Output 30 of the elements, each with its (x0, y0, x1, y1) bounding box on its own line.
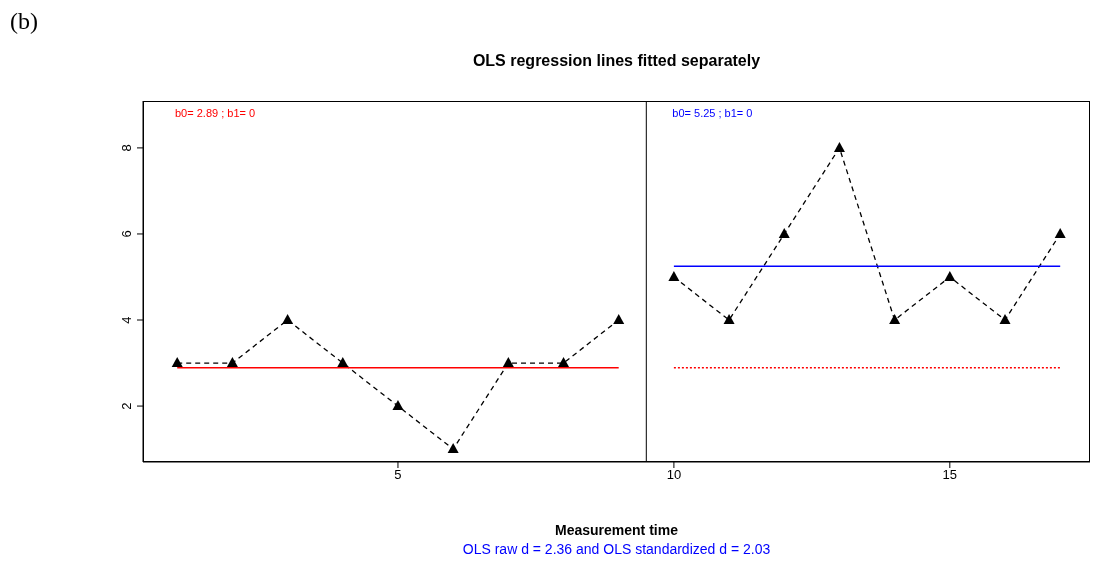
x-axis-title: Measurement time (554, 522, 679, 538)
point (778, 227, 790, 238)
chart-title: OLS regression lines fitted separately (471, 52, 762, 70)
point (337, 357, 349, 368)
point (889, 314, 901, 325)
point (999, 314, 1011, 325)
annotation: b0= 5.25 ; b1= 0 (672, 107, 753, 119)
point (723, 314, 735, 325)
point (558, 357, 570, 368)
point (171, 357, 183, 368)
point (613, 314, 625, 325)
x-tick-label: 5 (394, 467, 402, 483)
y-tick-label: 2 (119, 402, 134, 410)
y-tick-label: 4 (119, 316, 134, 324)
y-tick-label: 6 (119, 230, 134, 238)
x-tick-label: 10 (666, 467, 682, 483)
point (447, 443, 459, 454)
point (833, 141, 845, 152)
point (502, 357, 514, 368)
point (392, 400, 404, 411)
point (1054, 227, 1066, 238)
annotation: b0= 2.89 ; b1= 0 (175, 107, 256, 119)
text: (b) (10, 8, 38, 35)
point (282, 314, 294, 325)
point (226, 357, 238, 368)
x-tick-label: 15 (942, 467, 958, 483)
y-tick-label: 8 (119, 144, 134, 152)
point (668, 270, 680, 281)
text: OLS raw d = 2.36 and OLS standardized d = 2.03 (461, 541, 772, 557)
point (944, 270, 956, 281)
